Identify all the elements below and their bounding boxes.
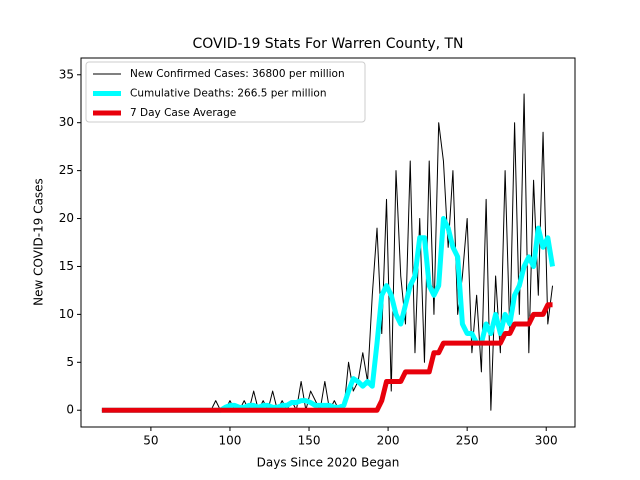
- chart-title: COVID-19 Stats For Warren County, TN: [192, 36, 463, 52]
- y-tick-label: 0: [66, 403, 74, 417]
- x-tick-label: 150: [298, 434, 321, 448]
- y-tick-label: 20: [59, 211, 74, 225]
- y-axis-label: New COVID-19 Cases: [32, 178, 46, 306]
- y-tick-label: 15: [59, 259, 74, 273]
- x-tick-label: 100: [219, 434, 242, 448]
- series-line: [101, 302, 553, 413]
- y-tick-label: 25: [59, 163, 74, 177]
- y-tick-label: 30: [59, 115, 74, 129]
- x-axis-label: Days Since 2020 Began: [257, 456, 400, 470]
- legend-label: New Confirmed Cases: 36800 per million: [130, 68, 345, 80]
- y-tick-label: 10: [59, 307, 74, 321]
- x-tick-label: 50: [143, 434, 158, 448]
- plot-frame: [80, 57, 576, 428]
- y-tick-label: 5: [66, 355, 74, 369]
- y-tick-label: 35: [59, 67, 74, 81]
- x-tick-label: 300: [535, 434, 558, 448]
- legend-box: [85, 61, 366, 123]
- legend-label: 7 Day Case Average: [130, 107, 236, 119]
- x-tick-label: 200: [377, 434, 400, 448]
- x-tick-label: 250: [456, 434, 479, 448]
- legend-label: Cumulative Deaths: 266.5 per million: [130, 88, 327, 100]
